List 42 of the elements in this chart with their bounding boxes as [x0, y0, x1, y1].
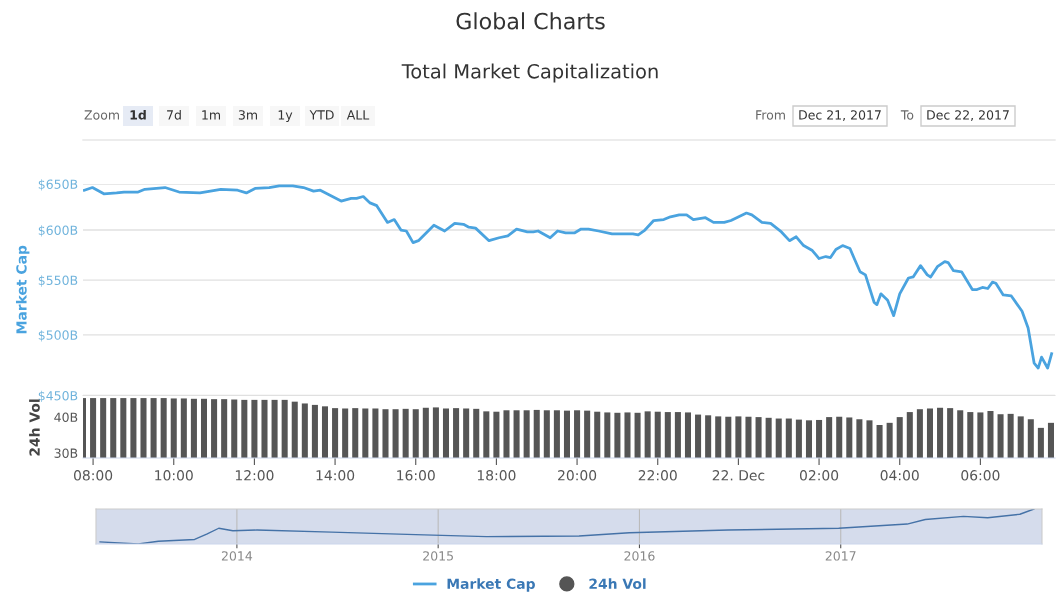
text: To [900, 110, 914, 120]
x-tick-label: 18:00 [477, 470, 516, 481]
x-tick-label: 12:00 [235, 470, 274, 481]
text: 1y [278, 110, 293, 123]
legend-label: 24h Vol [589, 578, 646, 590]
text: YTD [309, 110, 334, 120]
text: Zoom [84, 110, 119, 120]
chart-title: Global Charts [456, 12, 605, 30]
y-tick-label: $600B [38, 225, 78, 237]
y-axis-title: Market Cap [15, 245, 30, 334]
x-tick-label: 20:00 [558, 470, 597, 481]
y-tick-label: 30B [54, 448, 78, 458]
text: Dec 21, 2017 [799, 110, 881, 121]
text: 3m [238, 110, 257, 120]
y-tick-label: $650B [38, 179, 78, 191]
x-tick-label: 06:00 [961, 470, 1000, 481]
text: Dec 22, 2017 [927, 110, 1009, 121]
legend-label: Market Cap [447, 578, 535, 592]
x-tick-label: 2017 [825, 551, 856, 561]
y-tick-label: $550B [38, 275, 78, 287]
x-tick-label: 08:00 [73, 470, 113, 481]
text: 1m [202, 110, 220, 120]
line-series [83, 184, 1054, 370]
x-tick-label: 22:00 [638, 470, 677, 481]
x-tick-label: 10:00 [155, 470, 193, 481]
x-tick-label: 02:00 [799, 470, 839, 481]
y-tick-label: $450B [38, 390, 78, 403]
text: ALL [346, 110, 370, 120]
y-tick-label: $500B [38, 330, 78, 342]
y-axis-title: 24h Vol [29, 399, 40, 456]
text: 1d [130, 109, 146, 120]
text: 7d [167, 109, 181, 120]
x-tick-label: 14:00 [316, 470, 355, 481]
x-tick-label: 22. Dec [712, 470, 765, 481]
chart-subtitle: Total Market Capitalization [401, 63, 658, 83]
x-tick-label: 04:00 [880, 470, 919, 481]
text: From [756, 110, 785, 120]
x-tick-label: 2014 [221, 551, 253, 561]
x-tick-label: 16:00 [397, 470, 435, 481]
x-tick-label: 2015 [423, 551, 453, 561]
x-tick-label: 2016 [624, 551, 655, 561]
y-tick-label: 40B [54, 412, 78, 423]
